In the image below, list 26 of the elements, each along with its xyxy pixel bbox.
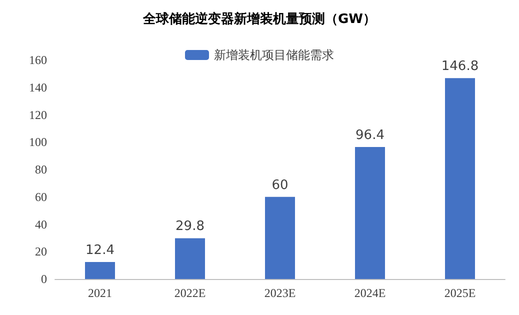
x-tick-label: 2023E (264, 286, 296, 300)
chart-title: 全球储能逆变器新增装机量预测（GW） (142, 11, 376, 27)
y-tick-label: 20 (35, 244, 47, 259)
data-label: 146.8 (441, 59, 479, 74)
x-tick-label: 2025E (444, 286, 476, 300)
y-tick-label: 0 (41, 272, 47, 286)
bar (175, 238, 205, 279)
y-tick-label: 140 (29, 80, 47, 94)
x-tick-label: 2024E (354, 286, 386, 300)
data-label: 60 (272, 178, 288, 193)
bar (355, 147, 385, 279)
y-tick-label: 60 (35, 190, 47, 204)
y-tick-label: 160 (29, 53, 47, 67)
data-label: 96.4 (356, 128, 384, 144)
bar (265, 196, 295, 279)
x-tick-label: 2021 (88, 286, 112, 300)
legend-label: 新增装机项目储能需求 (214, 48, 334, 62)
bar (85, 262, 115, 279)
bar (445, 78, 475, 279)
y-tick-label: 80 (35, 162, 47, 176)
data-label: 12.4 (86, 243, 114, 258)
data-label: 29.8 (176, 219, 204, 234)
x-tick-label: 2022E (174, 286, 206, 300)
y-tick-label: 120 (29, 108, 47, 122)
y-tick-label: 40 (35, 217, 47, 232)
y-tick-label: 100 (29, 135, 47, 150)
